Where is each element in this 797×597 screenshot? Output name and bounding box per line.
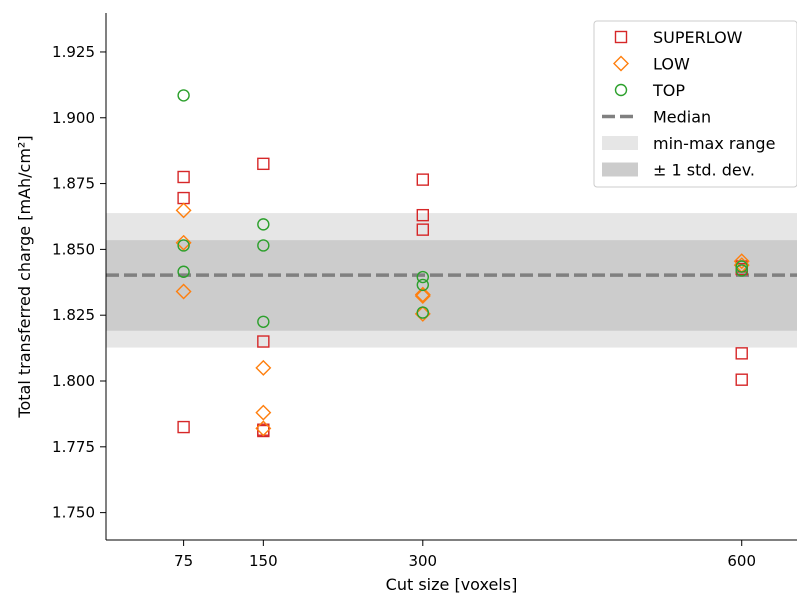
legend-box: [593, 20, 797, 188]
data-point-low: [175, 202, 192, 219]
data-point-low: [414, 305, 431, 322]
data-point-top: [177, 265, 190, 278]
x-axis-label: Cut size [voxels]: [386, 575, 518, 594]
legend-marker-low: [613, 55, 629, 72]
data-point-superlow: [177, 191, 190, 205]
data-point-low: [414, 286, 431, 303]
data-point-superlow: [735, 347, 748, 360]
axes-layer: 1.750 1.775 1.800 1.825 1.850 1.875 1.900 1.925…: [52, 13, 797, 570]
data-point-top: [257, 239, 270, 252]
x-tick-label: 75: [174, 552, 193, 570]
y-tick-label: 1.925: [52, 43, 95, 61]
legend-label: min-max range: [653, 134, 775, 153]
legend-label: TOP: [652, 81, 685, 100]
legend-marker-top: [614, 83, 628, 97]
legend-std-swatch: [602, 162, 638, 177]
x-tick-label: 600: [727, 552, 756, 570]
data-point-superlow: [257, 157, 270, 171]
legend-minmax-swatch: [602, 136, 638, 150]
data-point-superlow: [177, 170, 190, 184]
data-point-top: [416, 278, 429, 292]
data-point-top: [416, 270, 429, 284]
data-point-low: [733, 253, 750, 270]
data-point-low: [414, 287, 431, 304]
data-point-superlow: [416, 173, 429, 186]
std-band: [106, 240, 797, 331]
data-point-superlow: [416, 223, 429, 236]
data-point-low: [255, 420, 272, 437]
data-point-superlow: [735, 373, 748, 386]
legend-label: Median: [653, 108, 711, 127]
data-point-top: [177, 89, 190, 102]
data-point-top: [735, 260, 748, 273]
y-tick-label: 1.875: [52, 175, 95, 193]
data-point-superlow: [177, 420, 190, 434]
data-point-superlow: [257, 424, 270, 438]
data-point-top: [257, 315, 270, 328]
legend-label: ± 1 std. dev.: [653, 161, 755, 180]
points-layer: [175, 89, 750, 438]
data-point-top: [416, 306, 429, 319]
legend-label: SUPERLOW: [653, 28, 743, 47]
y-tick-label: 1.900: [52, 109, 95, 127]
data-point-top: [177, 239, 190, 252]
legend-marker-superlow: [614, 30, 628, 44]
data-point-superlow: [257, 335, 270, 348]
y-tick-label: 1.800: [52, 372, 95, 390]
data-point-superlow: [416, 208, 429, 222]
x-tick-label: 150: [249, 552, 278, 570]
legend: SUPERLOW LOW TOP Median min-max range ± 1 std…: [593, 20, 797, 188]
data-point-low: [255, 359, 272, 376]
data-point-top: [735, 264, 748, 277]
y-tick-label: 1.775: [52, 438, 95, 456]
data-point-low: [255, 404, 272, 421]
data-point-top: [257, 218, 270, 231]
x-tick-label: 300: [408, 552, 437, 570]
y-axis-label: Total transferred charge [mAh/cm²]: [15, 135, 34, 418]
y-tick-label: 1.750: [52, 504, 95, 522]
data-point-low: [175, 283, 192, 300]
y-tick-label: 1.825: [52, 306, 95, 324]
legend-label: LOW: [653, 55, 690, 74]
bands-layer: [106, 213, 797, 348]
y-tick-label: 1.850: [52, 240, 95, 258]
data-point-low: [175, 234, 192, 251]
